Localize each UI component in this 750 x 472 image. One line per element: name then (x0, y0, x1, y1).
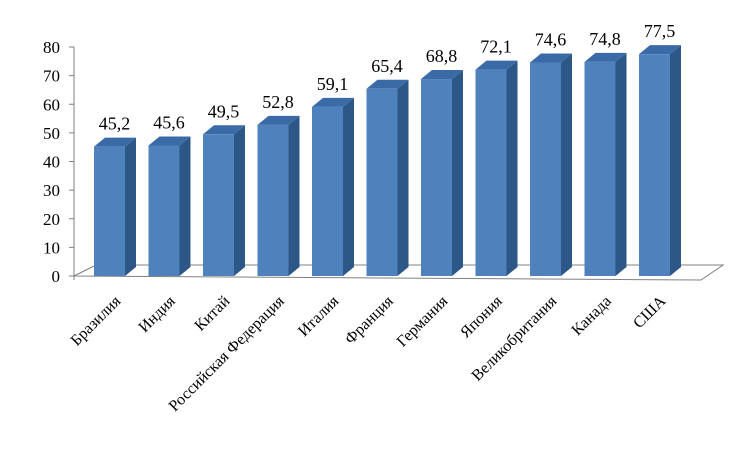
category-label: Япония (457, 292, 506, 341)
y-tick-label: 30 (43, 181, 60, 200)
bar-side (179, 136, 191, 276)
bar (475, 60, 518, 277)
data-label: 45,6 (153, 112, 185, 132)
y-tick-label: 10 (43, 238, 60, 257)
bar-top (312, 97, 354, 107)
y-tick-label: 40 (43, 153, 60, 172)
bar-side (397, 79, 409, 276)
bar-top (366, 79, 409, 89)
bar-front (366, 88, 398, 276)
bar-front (148, 145, 180, 276)
bar (94, 137, 136, 276)
bars (94, 45, 681, 277)
data-label: 45,2 (99, 114, 131, 134)
bar-front (530, 62, 561, 276)
data-label: 52,8 (262, 92, 294, 112)
data-label: 74,6 (535, 29, 567, 49)
bar-side (343, 97, 354, 276)
y-tick-label: 80 (43, 38, 60, 57)
bar-side (452, 70, 463, 276)
bar-top (639, 45, 681, 55)
bar-front (203, 134, 234, 276)
data-label: 65,4 (371, 56, 403, 76)
bar-front (257, 124, 289, 276)
bar-top (257, 115, 300, 125)
category-label: Бразилия (68, 292, 125, 349)
data-label: 72,1 (480, 37, 512, 57)
bar-front (639, 54, 670, 276)
bar-front (421, 79, 452, 276)
y-tick-label: 20 (43, 210, 60, 229)
bar-side (288, 115, 300, 276)
bar-side (125, 137, 136, 276)
bar-top (148, 136, 191, 146)
y-tick-label: 60 (43, 95, 60, 114)
bar (366, 79, 409, 276)
bar-side (234, 125, 245, 277)
floor-plane (73, 264, 725, 281)
bar (148, 136, 191, 276)
bar-side (615, 52, 627, 277)
bar-side (670, 45, 681, 276)
chart-floor (73, 264, 725, 281)
bar (639, 45, 681, 276)
category-label: Италия (295, 292, 343, 340)
category-label: Германия (394, 292, 452, 350)
bar-top (421, 70, 463, 80)
data-label: 77,5 (644, 21, 676, 41)
bar-top (203, 125, 245, 135)
bar-front (475, 69, 507, 277)
y-tick-label: 50 (43, 124, 60, 143)
bar-top (530, 53, 572, 63)
data-label: 68,8 (426, 46, 458, 66)
data-label: 49,5 (208, 101, 240, 121)
bar-top (94, 137, 136, 147)
bar-side (561, 53, 572, 276)
category-label: Канада (569, 293, 615, 339)
bar-front (312, 106, 343, 276)
bar (257, 115, 300, 276)
y-tick-label: 0 (52, 267, 61, 286)
bar-top (475, 60, 518, 70)
bar (203, 125, 245, 277)
bar-front (94, 146, 125, 276)
category-label: Китай (192, 293, 234, 335)
category-label: Индия (136, 292, 180, 336)
y-axis: 0 10 20 30 40 50 60 70 80 (43, 38, 75, 286)
category-label: Франция (342, 292, 397, 347)
data-label: 59,1 (317, 74, 349, 94)
data-labels: 45,2 45,6 49,5 52,8 59,1 65,4 68,8 72,1 74,6 74,8… (99, 21, 676, 133)
data-label: 74,8 (589, 29, 621, 49)
bar (530, 53, 572, 276)
bar-top (584, 52, 627, 62)
bar (584, 52, 627, 277)
bar (312, 97, 354, 276)
y-tick-label: 70 (43, 67, 60, 86)
bar-side (506, 60, 518, 276)
bar-front (584, 61, 616, 277)
category-label: США (630, 292, 669, 331)
bar (421, 70, 463, 276)
